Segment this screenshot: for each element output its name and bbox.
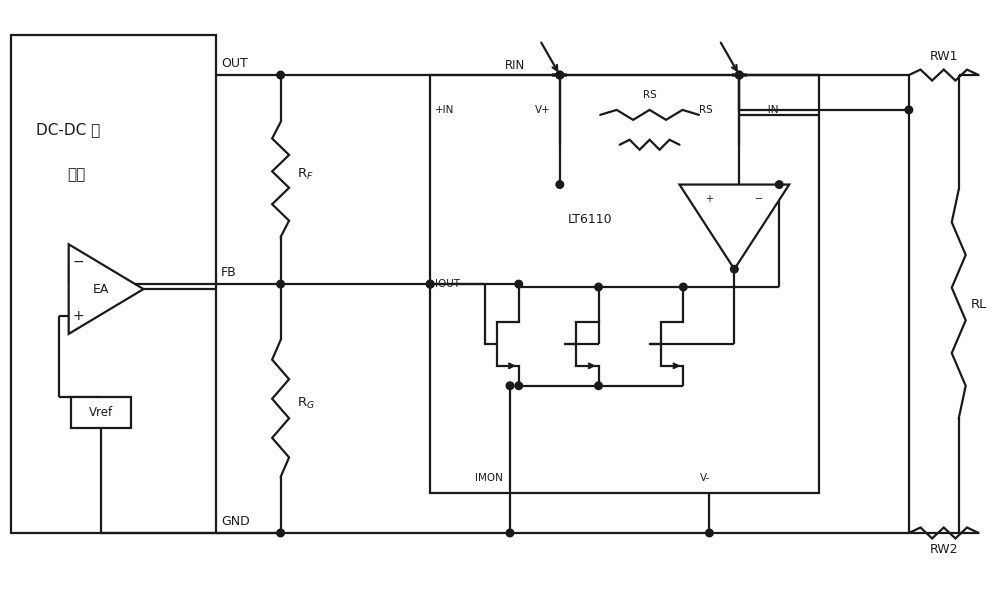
Text: Vref: Vref [89, 406, 113, 419]
Bar [71, 397, 131, 429]
Text: +: + [73, 309, 84, 323]
Text: EA: EA [93, 282, 109, 295]
Text: 换器: 换器 [67, 167, 85, 182]
Circle shape [736, 71, 743, 79]
Circle shape [277, 71, 284, 79]
Circle shape [736, 71, 743, 79]
Text: +: + [705, 195, 713, 204]
Circle shape [426, 281, 434, 288]
Polygon shape [680, 185, 789, 269]
Circle shape [595, 283, 602, 291]
Circle shape [679, 283, 687, 291]
Text: IMON: IMON [475, 473, 503, 483]
Polygon shape [69, 244, 143, 334]
Circle shape [706, 529, 713, 537]
Text: RIN: RIN [505, 58, 525, 72]
Text: RW2: RW2 [930, 543, 958, 556]
Text: IOUT: IOUT [435, 279, 460, 289]
Circle shape [595, 382, 602, 389]
Text: R$_F$: R$_F$ [297, 167, 313, 182]
Circle shape [905, 106, 913, 114]
Circle shape [277, 281, 284, 288]
Bar [11, 35, 216, 533]
Text: DC-DC 转: DC-DC 转 [36, 122, 101, 138]
Text: −: − [73, 255, 84, 269]
Text: V-: V- [699, 473, 710, 483]
Circle shape [556, 71, 564, 79]
Text: GND: GND [221, 515, 250, 528]
Text: RW1: RW1 [930, 50, 958, 63]
Circle shape [506, 382, 514, 389]
Circle shape [277, 529, 284, 537]
Circle shape [515, 382, 523, 389]
Text: -IN: -IN [764, 105, 779, 115]
Text: +IN: +IN [435, 105, 455, 115]
Text: OUT: OUT [221, 57, 248, 70]
Text: RS: RS [699, 105, 713, 115]
Text: RL: RL [971, 298, 987, 311]
Circle shape [731, 265, 738, 273]
Circle shape [775, 181, 783, 188]
Circle shape [556, 71, 564, 79]
Text: −: − [755, 195, 763, 204]
Text: R$_G$: R$_G$ [297, 396, 315, 411]
Circle shape [556, 181, 564, 188]
Circle shape [506, 529, 514, 537]
Circle shape [515, 281, 523, 288]
Text: V+: V+ [535, 105, 551, 115]
Circle shape [426, 281, 434, 288]
Text: RS: RS [643, 90, 656, 100]
Text: LT6110: LT6110 [567, 213, 612, 226]
Text: FB: FB [221, 266, 237, 279]
Bar [430, 75, 819, 493]
